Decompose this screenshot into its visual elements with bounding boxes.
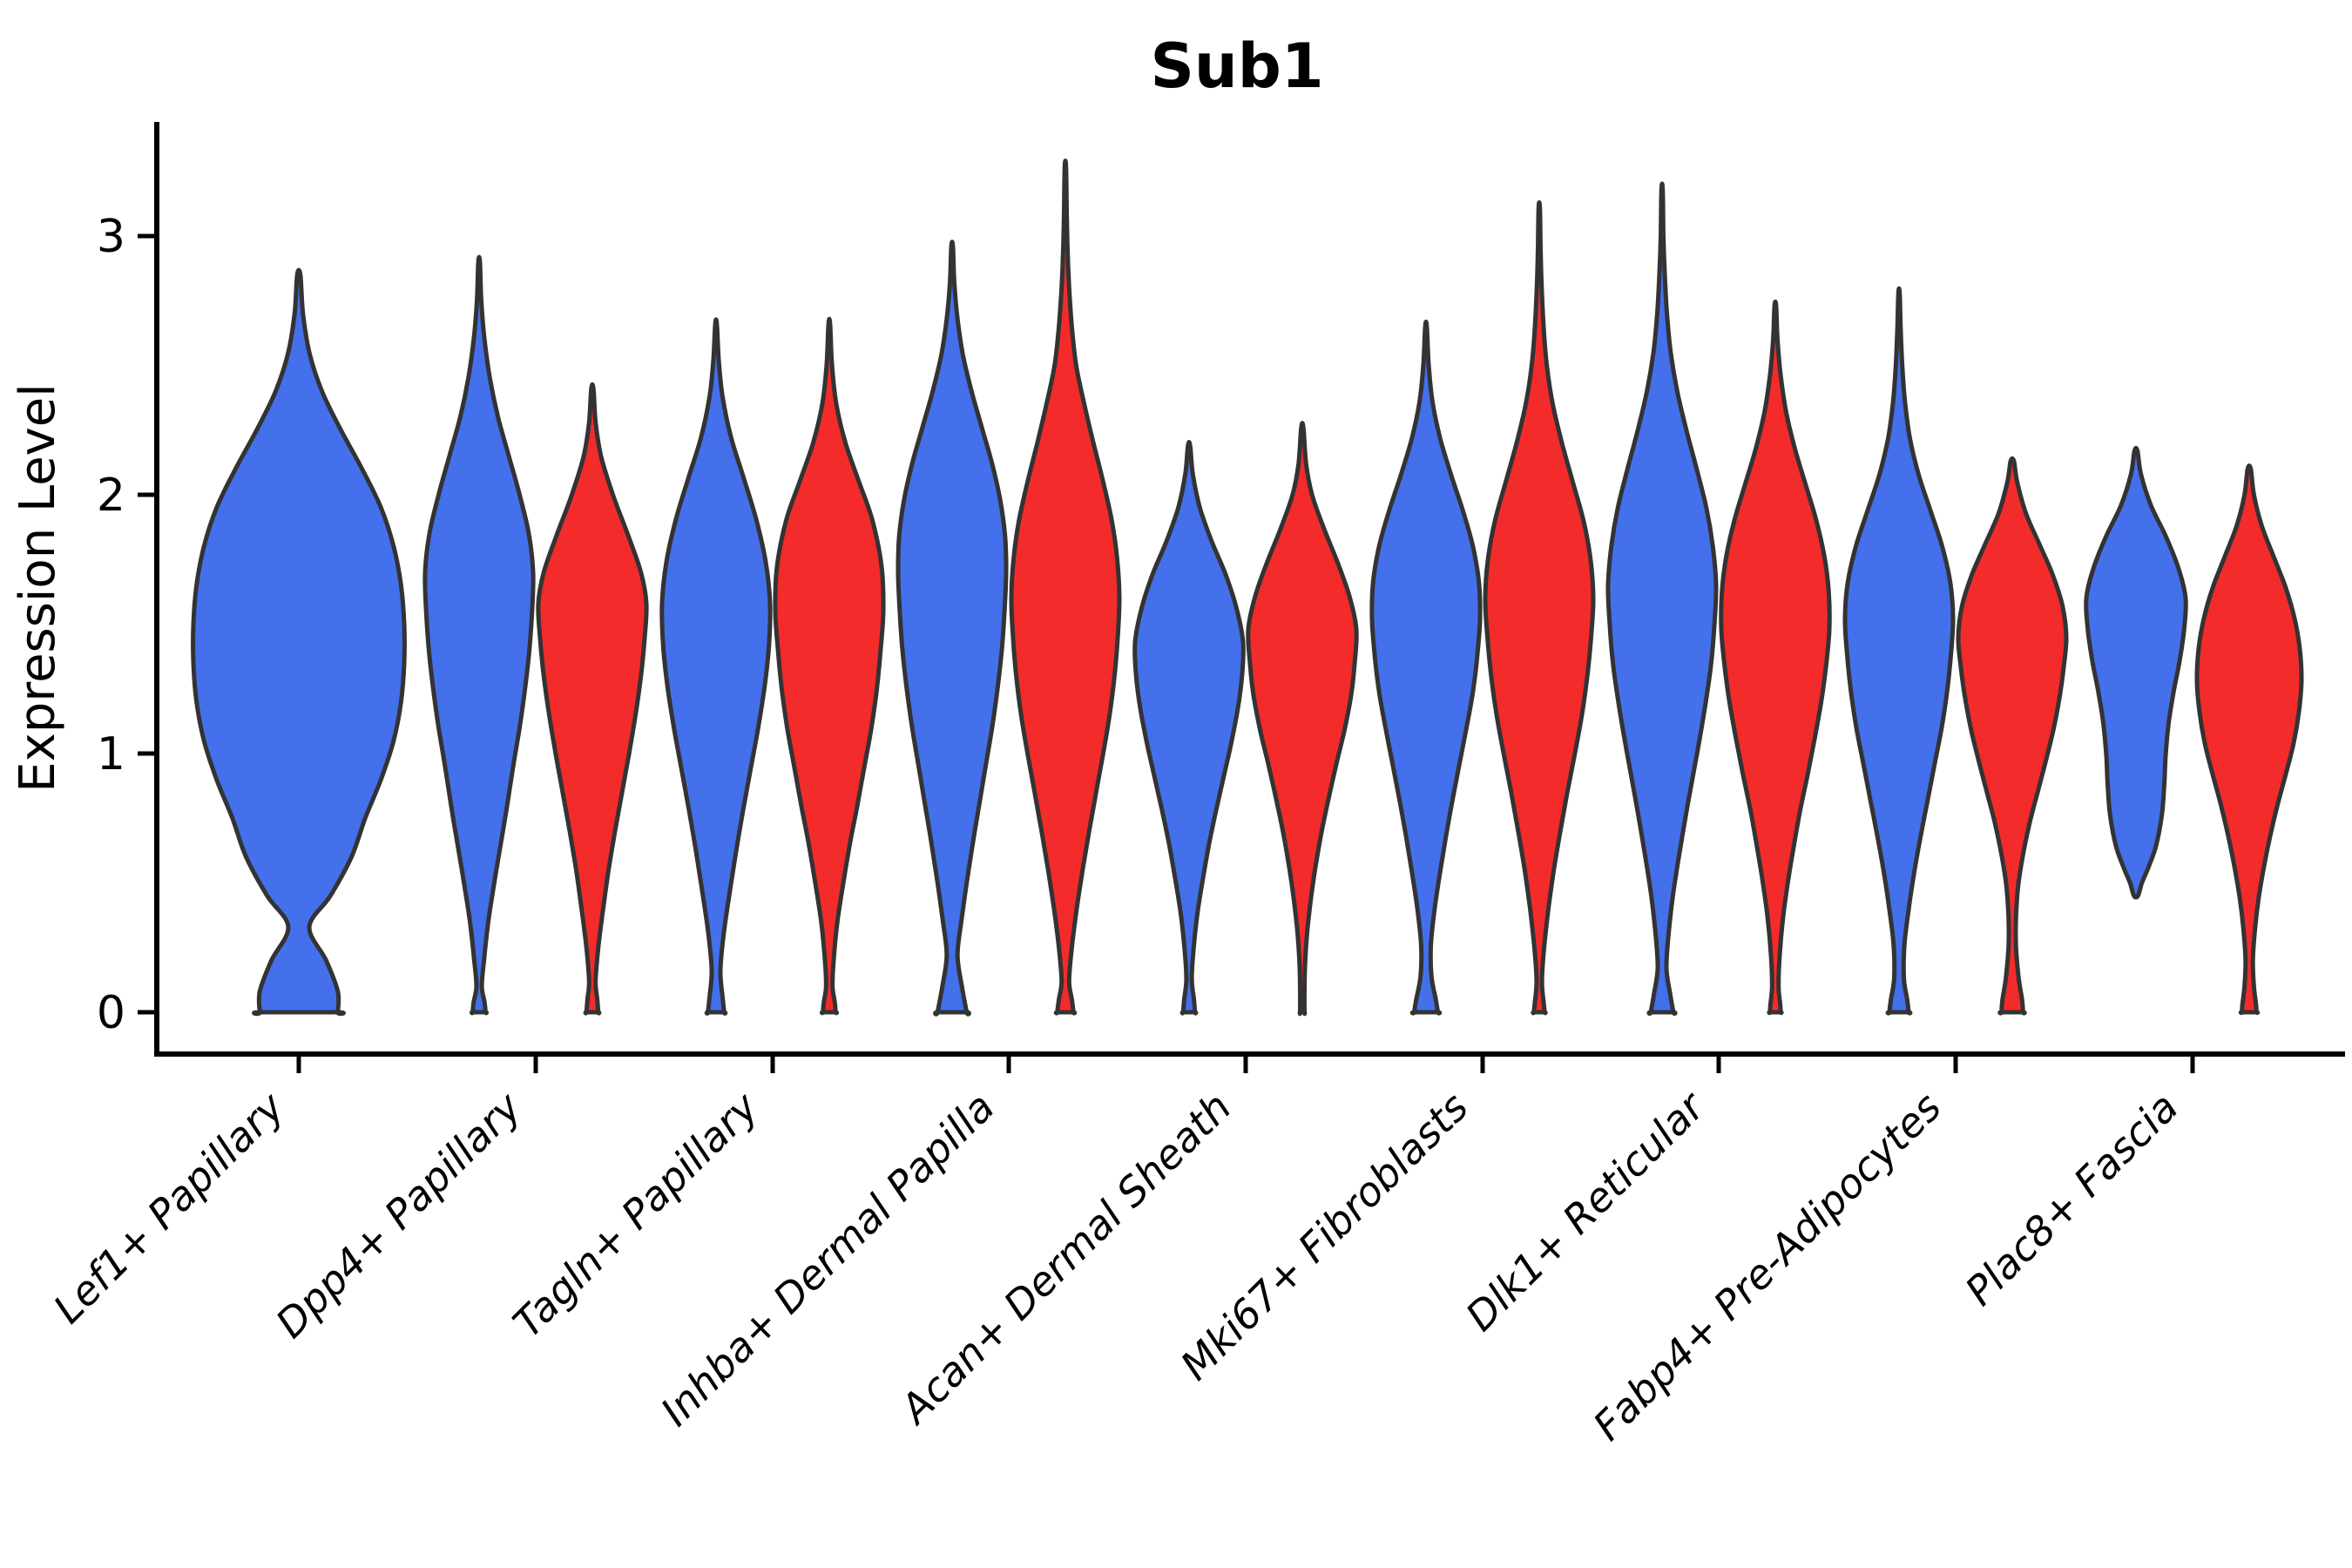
axis-spines <box>154 122 2345 1057</box>
y-tick-label: 1 <box>97 728 125 781</box>
violin-fabp4+-red <box>1956 456 2069 1016</box>
violin-dpp4+-blue <box>422 254 536 1016</box>
violin-mki67+-blue <box>1369 319 1483 1016</box>
violin-lef1+-blue <box>191 267 407 1017</box>
violin-tagln+-blue <box>659 317 773 1016</box>
violin-fabp4+-blue <box>1842 286 1956 1016</box>
violin-plac8+-red <box>2194 463 2304 1016</box>
violins-layer <box>191 159 2304 1017</box>
y-tick-label: 2 <box>97 470 125 522</box>
violin-tagln+-red <box>773 316 886 1016</box>
violin-inhba+-red <box>1009 159 1122 1016</box>
violin-acan+-red <box>1246 421 1359 1017</box>
violin-inhba+-blue <box>896 240 1009 1017</box>
violin-acan+-blue <box>1132 439 1246 1016</box>
y-axis-label: Expression Level <box>10 383 66 793</box>
violin-dlk1+-red <box>1719 299 1832 1016</box>
y-tick-label: 0 <box>97 987 125 1039</box>
violin-mki67+-red <box>1483 199 1596 1016</box>
violin-dpp4+-red <box>536 382 649 1016</box>
chart-title: Sub1 <box>1150 30 1323 102</box>
violin-dlk1+-blue <box>1605 181 1719 1017</box>
y-tick-label: 3 <box>97 211 125 263</box>
violin-plac8+-blue <box>2084 445 2188 900</box>
